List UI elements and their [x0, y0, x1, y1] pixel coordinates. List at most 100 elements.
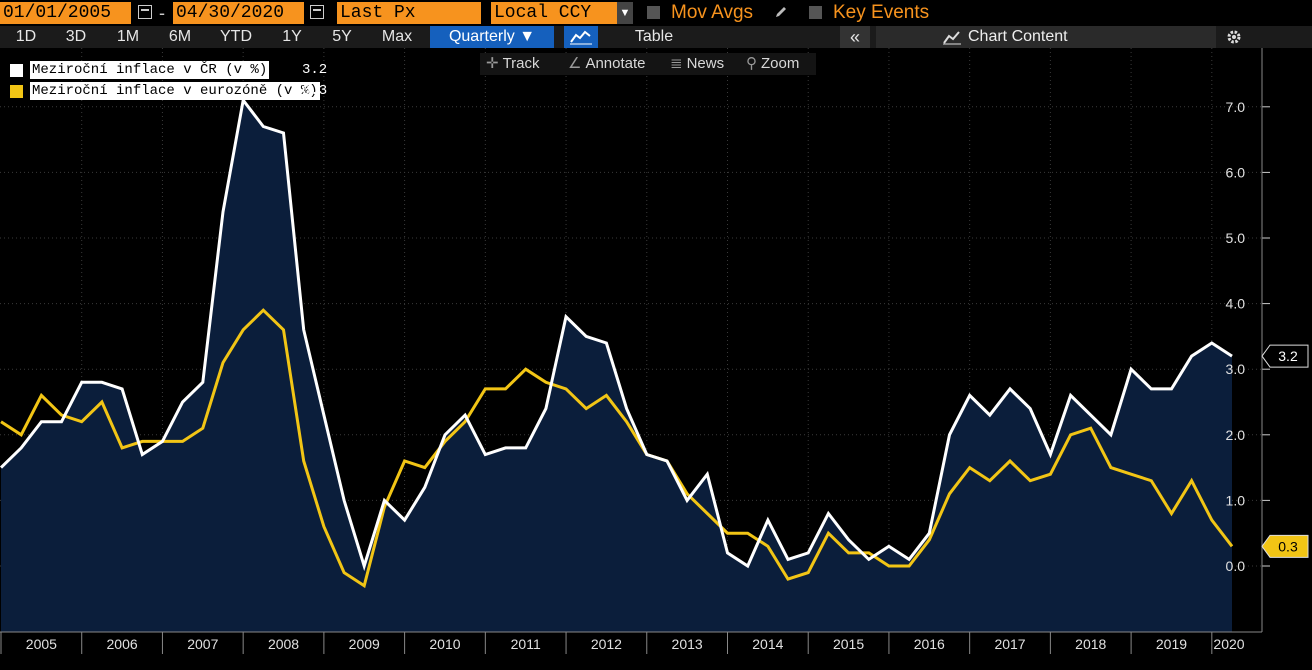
last-value-label: 0.3	[1261, 534, 1309, 558]
data-point	[1190, 355, 1193, 358]
data-point	[827, 512, 830, 515]
currency-select[interactable]: Local CCY	[491, 2, 617, 24]
data-point	[423, 466, 426, 469]
data-point	[403, 519, 406, 522]
data-point	[1049, 453, 1052, 456]
series-line-cr	[0, 96, 1233, 572]
data-point	[141, 440, 144, 443]
chart-area[interactable]: 0.0 1.0 2.0 3.0 4.0 5.0 6.0 7.0 2005 2006 2007 200…	[0, 48, 1312, 670]
annotate-tool[interactable]: ∠ Annotate	[568, 53, 646, 75]
data-point	[221, 361, 224, 364]
data-point	[908, 558, 911, 561]
calendar-icon[interactable]	[310, 5, 324, 19]
tab-1d[interactable]: 1D	[15, 28, 37, 45]
data-point	[60, 414, 63, 417]
news-tool[interactable]: ≣ News	[670, 53, 724, 75]
tab-ytd[interactable]: YTD	[220, 28, 252, 45]
data-point	[443, 433, 446, 436]
news-icon: ≣	[670, 55, 683, 72]
data-point	[565, 315, 568, 318]
line-chart-icon[interactable]	[564, 26, 598, 48]
key-events-checkbox[interactable]	[809, 6, 822, 19]
data-point	[746, 532, 749, 535]
data-point	[1089, 427, 1092, 430]
tab-1y[interactable]: 1Y	[282, 28, 302, 45]
calendar-icon[interactable]	[138, 5, 152, 19]
end-date-field[interactable]: 04/30/2020	[173, 2, 304, 24]
crosshair-icon: ✛	[486, 55, 499, 72]
y-tick-label: 5.0	[1226, 230, 1246, 246]
data-point	[1009, 460, 1012, 463]
data-point	[787, 558, 790, 561]
last-value-tag	[1261, 344, 1309, 368]
mov-avgs-checkbox[interactable]	[647, 6, 660, 19]
data-point	[665, 460, 668, 463]
data-point	[363, 584, 366, 587]
tab-6m[interactable]: 6M	[168, 28, 192, 45]
legend-name: Meziroční inflace v ČR (v %)	[30, 61, 270, 79]
data-point	[1089, 414, 1092, 417]
data-point	[383, 505, 386, 508]
data-point	[887, 545, 890, 548]
news-label: News	[686, 55, 725, 72]
data-point	[726, 532, 729, 535]
data-point	[80, 381, 83, 384]
series-line-eurozone	[0, 308, 1234, 589]
x-tick-label: 2016	[914, 636, 945, 652]
table-tab[interactable]: Table	[634, 28, 674, 45]
data-point	[908, 565, 911, 568]
data-point	[504, 446, 507, 449]
last-value-text: 3.2	[1278, 348, 1298, 364]
data-point	[201, 427, 204, 430]
x-tick-label: 2007	[187, 636, 218, 652]
x-tick-label: 2006	[107, 636, 138, 652]
frequency-dropdown[interactable]: Quarterly ▼	[430, 26, 554, 48]
data-point	[565, 387, 568, 390]
data-point	[1231, 545, 1234, 548]
collapse-button[interactable]: «	[840, 26, 870, 48]
tab-5y[interactable]: 5Y	[332, 28, 352, 45]
chart-content-button[interactable]: Chart Content	[876, 26, 1216, 48]
gear-icon[interactable]	[1220, 26, 1250, 48]
data-point	[464, 414, 467, 417]
data-point	[1029, 407, 1032, 410]
track-tool[interactable]: ✛ Track	[486, 53, 540, 75]
data-point	[988, 414, 991, 417]
data-point	[40, 420, 43, 423]
zoom-tool[interactable]: ⚲ Zoom	[746, 53, 799, 75]
tab-3d[interactable]: 3D	[65, 28, 87, 45]
y-tick-label: 2.0	[1226, 427, 1246, 443]
tab-1m[interactable]: 1M	[116, 28, 140, 45]
data-point	[1150, 479, 1153, 482]
y-tick-label: 4.0	[1226, 296, 1246, 312]
tab-max[interactable]: Max	[381, 28, 413, 45]
data-point	[1130, 368, 1133, 371]
data-point	[363, 565, 366, 568]
start-date-field[interactable]: 01/01/2005	[0, 2, 131, 24]
field-select[interactable]: Last Px	[337, 2, 481, 24]
data-point	[60, 420, 63, 423]
data-point	[100, 381, 103, 384]
data-point	[766, 545, 769, 548]
chart-content-label: Chart Content	[968, 28, 1068, 45]
data-point	[383, 499, 386, 502]
chevron-down-icon[interactable]: ▼	[617, 2, 633, 24]
data-point	[302, 460, 305, 463]
data-point	[181, 401, 184, 404]
key-events-label[interactable]: Key Events	[833, 2, 930, 23]
zoom-icon: ⚲	[746, 55, 757, 72]
annotate-label: Annotate	[585, 55, 646, 72]
x-tick-label: 2005	[26, 636, 57, 652]
data-point	[948, 433, 951, 436]
data-point	[605, 341, 608, 344]
x-tick-label: 2014	[752, 636, 783, 652]
x-tick-label: 2011	[511, 636, 541, 652]
data-point	[242, 328, 245, 331]
x-tick-label: 2009	[349, 636, 380, 652]
data-point	[928, 538, 931, 541]
pencil-icon[interactable]	[774, 5, 788, 19]
data-point	[443, 440, 446, 443]
x-tick-label: 2013	[672, 636, 703, 652]
mov-avgs-label[interactable]: Mov Avgs	[671, 2, 754, 23]
x-tick-label: 2008	[268, 636, 299, 652]
